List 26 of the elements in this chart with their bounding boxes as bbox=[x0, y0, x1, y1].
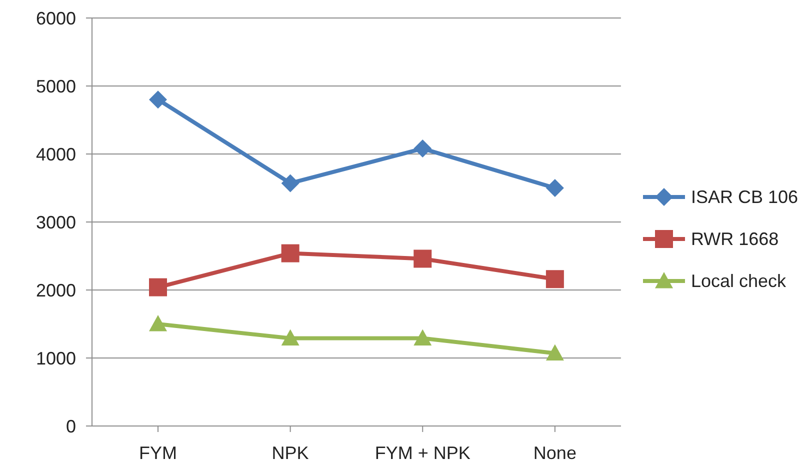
point bbox=[281, 244, 300, 262]
point bbox=[281, 329, 300, 346]
x-tick-label: FYM + NPK bbox=[374, 442, 470, 463]
point bbox=[414, 329, 432, 346]
point bbox=[546, 179, 564, 197]
legend-label: ISAR CB 106 bbox=[690, 186, 798, 209]
x-tick-label: FYM bbox=[139, 442, 177, 463]
x-tick-label: NPK bbox=[272, 442, 309, 463]
x-tick-label: None bbox=[533, 442, 576, 463]
y-tick-label: 3000 bbox=[36, 212, 76, 232]
legend-label: RWR 1668 bbox=[690, 228, 779, 251]
y-tick-label: 5000 bbox=[36, 76, 76, 96]
y-tick-label: 4000 bbox=[36, 144, 76, 164]
y-tick-label: 1000 bbox=[36, 348, 76, 368]
point bbox=[546, 270, 564, 288]
point bbox=[281, 174, 300, 192]
point bbox=[414, 140, 432, 158]
point bbox=[414, 250, 432, 268]
y-tick-label: 6000 bbox=[36, 8, 76, 28]
point bbox=[149, 90, 167, 109]
legend-label: Local check bbox=[690, 270, 786, 293]
point bbox=[546, 344, 564, 360]
y-tick-label: 0 bbox=[66, 416, 76, 436]
point bbox=[149, 315, 167, 332]
point bbox=[149, 278, 167, 296]
y-tick-label: 2000 bbox=[36, 280, 76, 300]
